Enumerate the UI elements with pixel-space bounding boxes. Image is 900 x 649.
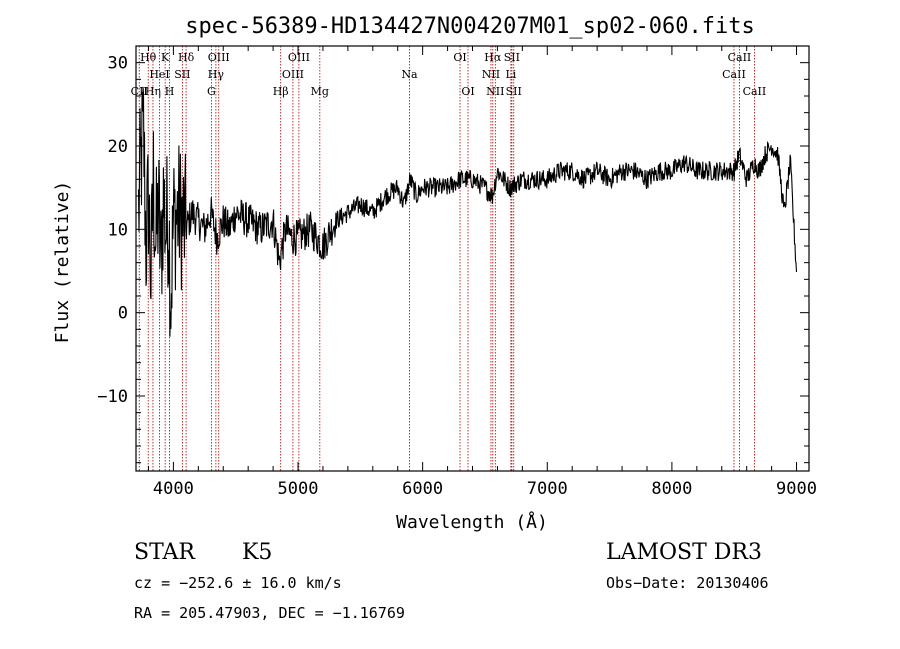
- marker-label: Hδ: [178, 51, 195, 64]
- spectrum-line: [137, 86, 798, 337]
- marker-label: Hθ: [140, 51, 157, 64]
- cz-value: cz = −252.6 ± 16.0 km/s: [134, 574, 342, 592]
- marker-label: Li: [505, 68, 516, 81]
- object-class: STAR: [134, 540, 195, 565]
- y-tick-label: 10: [108, 220, 128, 240]
- marker-label: Mg: [311, 85, 329, 98]
- marker-label: NII: [486, 85, 504, 98]
- marker-label: Hβ: [273, 85, 289, 98]
- marker-label: OI: [453, 51, 466, 64]
- marker-label: OIII: [208, 51, 230, 64]
- marker-label: OI: [461, 85, 474, 98]
- marker-label: G: [207, 85, 216, 98]
- survey-name: LAMOST DR3: [606, 540, 762, 565]
- plot-frame: [135, 45, 810, 472]
- x-tick-label: 7000: [527, 479, 568, 499]
- marker-label: Na: [401, 68, 418, 81]
- marker-label: Hη: [145, 85, 161, 98]
- marker-label: SII: [174, 68, 190, 81]
- y-tick-label: 0: [118, 304, 128, 324]
- marker-label: Hγ: [208, 68, 225, 81]
- y-tick-label: 30: [108, 54, 128, 74]
- x-tick-label: 8000: [651, 479, 692, 499]
- y-axis-ticks: −10 0 10 20 30: [97, 45, 809, 464]
- x-axis-ticks: 4000 5000 6000 7000 8000 9000: [147, 46, 817, 499]
- chart-title: spec-56389-HD134427N004207M01_sp02-060.f…: [185, 14, 755, 39]
- marker-label: CaII: [722, 68, 746, 81]
- object-subclass: K5: [242, 540, 273, 565]
- marker-label: OIII: [282, 68, 304, 81]
- marker-label: CaII: [743, 85, 767, 98]
- marker-label: SII: [506, 85, 522, 98]
- x-tick-label: 6000: [402, 479, 443, 499]
- marker-label: HeI: [149, 68, 169, 81]
- y-tick-label: 20: [108, 137, 128, 157]
- marker-label: K: [161, 51, 170, 64]
- y-axis-label: Flux (relative): [52, 181, 73, 344]
- x-tick-label: 4000: [153, 479, 194, 499]
- marker-label: SII: [504, 51, 520, 64]
- marker-label: H: [165, 85, 175, 98]
- x-tick-label: 5000: [278, 479, 319, 499]
- x-tick-label: 9000: [776, 479, 817, 499]
- y-tick-label: −10: [97, 387, 128, 407]
- x-axis-label: Wavelength (Å): [396, 511, 548, 533]
- marker-label: OIII: [288, 51, 310, 64]
- obs-date: Obs−Date: 20130406: [606, 574, 769, 592]
- marker-label: NII: [482, 68, 500, 81]
- line-markers: CIIHθHηHeIKHSIIHδGHγOIIIHβOIIIOIIIMgNaOI…: [131, 46, 767, 471]
- marker-label: CaII: [728, 51, 752, 64]
- coordinates: RA = 205.47903, DEC = −1.16769: [134, 604, 405, 622]
- marker-label: Hα: [484, 51, 502, 64]
